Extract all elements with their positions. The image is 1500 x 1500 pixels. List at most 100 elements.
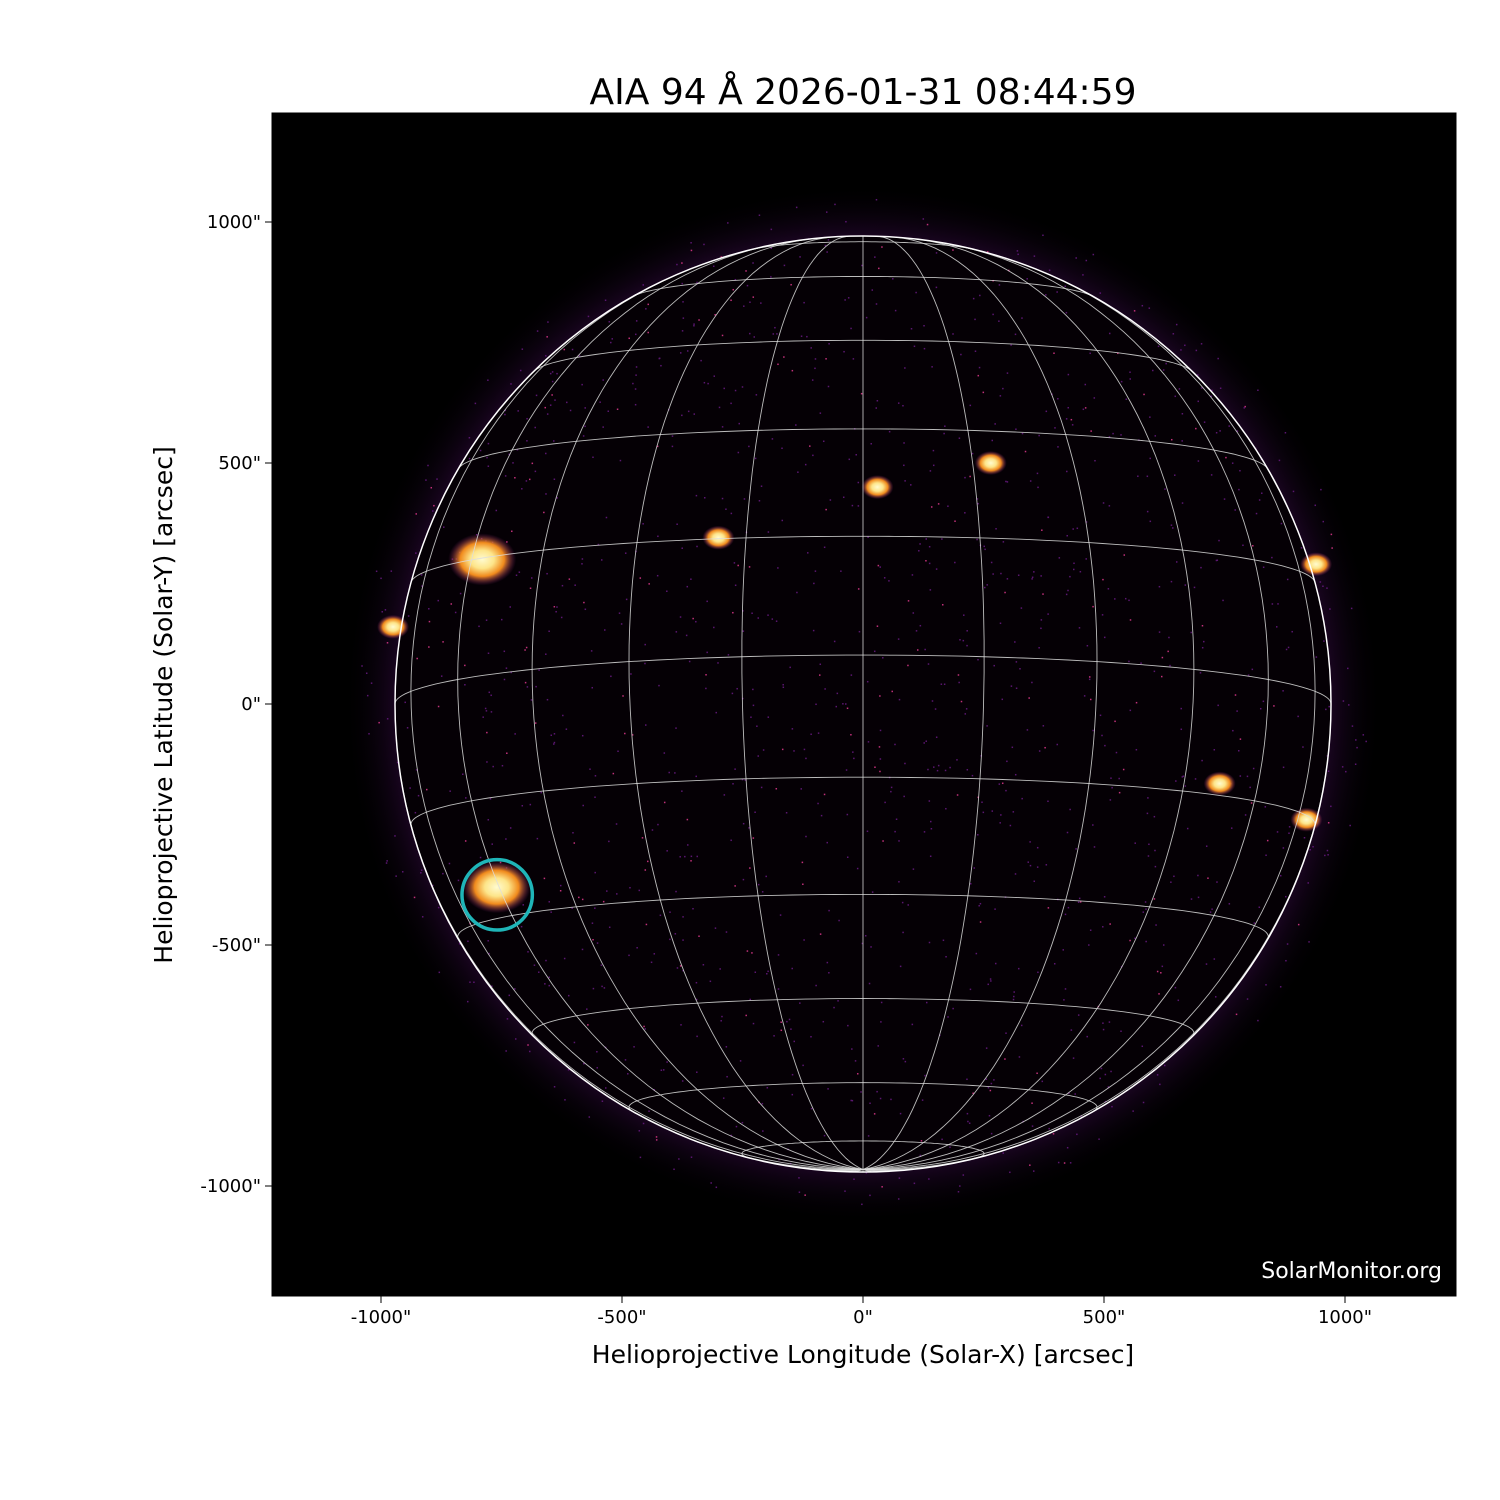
speckle-dot bbox=[1012, 998, 1015, 1001]
speckle-dot bbox=[990, 1132, 993, 1135]
speckle-dot bbox=[897, 402, 900, 404]
speckle-dot bbox=[861, 264, 863, 267]
speckle-dot bbox=[958, 437, 961, 439]
speckle-dot bbox=[545, 452, 547, 455]
speckle-dot bbox=[910, 328, 913, 330]
speckle-dot bbox=[876, 399, 879, 402]
speckle-dot bbox=[869, 1194, 871, 1197]
speckle-dot bbox=[994, 908, 996, 910]
speckle-dot bbox=[925, 740, 928, 742]
speckle-dot bbox=[627, 1073, 629, 1075]
speckle-dot bbox=[956, 759, 958, 761]
bright-region bbox=[448, 533, 517, 586]
speckle-dot bbox=[752, 688, 754, 691]
speckle-dot bbox=[991, 810, 994, 812]
speckle-dot bbox=[935, 286, 938, 289]
speckle-dot bbox=[748, 445, 750, 448]
speckle-dot bbox=[1042, 234, 1044, 237]
speckle-dot bbox=[1291, 630, 1293, 633]
speckle-dot bbox=[1017, 967, 1020, 970]
speckle-dot bbox=[865, 316, 868, 319]
speckle-dot bbox=[1088, 678, 1091, 681]
speckle-dot bbox=[625, 598, 628, 601]
speckle-dot bbox=[622, 695, 624, 697]
speckle-dot bbox=[1239, 738, 1242, 740]
speckle-dot bbox=[594, 796, 596, 798]
speckle-dot bbox=[734, 278, 737, 281]
speckle-dot bbox=[1079, 901, 1082, 903]
speckle-dot bbox=[944, 769, 947, 772]
speckle-dot bbox=[592, 938, 594, 941]
speckle-dot bbox=[1037, 971, 1039, 974]
speckle-dot bbox=[1161, 656, 1164, 659]
speckle-dot bbox=[420, 869, 423, 871]
speckle-dot bbox=[1282, 847, 1285, 849]
speckle-dot bbox=[681, 1080, 684, 1082]
speckle-dot bbox=[437, 599, 439, 602]
speckle-dot bbox=[1239, 469, 1241, 472]
speckle-dot bbox=[1111, 786, 1113, 789]
speckle-dot bbox=[937, 503, 940, 505]
speckle-dot bbox=[642, 523, 644, 525]
speckle-dot bbox=[864, 935, 867, 937]
speckle-dot bbox=[758, 500, 761, 502]
speckle-dot bbox=[587, 1024, 589, 1026]
speckle-dot bbox=[687, 410, 690, 413]
speckle-dot bbox=[1223, 498, 1226, 500]
speckle-dot bbox=[1093, 397, 1096, 399]
speckle-dot bbox=[1070, 1029, 1073, 1031]
speckle-dot bbox=[516, 448, 519, 451]
speckle-dot bbox=[648, 583, 650, 585]
speckle-dot bbox=[381, 611, 383, 613]
speckle-dot bbox=[977, 834, 979, 836]
speckle-dot bbox=[1146, 510, 1149, 513]
speckle-dot bbox=[1217, 357, 1219, 360]
speckle-dot bbox=[780, 1021, 782, 1023]
speckle-dot bbox=[526, 440, 528, 442]
speckle-dot bbox=[1279, 874, 1282, 877]
speckle-dot bbox=[545, 653, 547, 655]
speckle-dot bbox=[606, 890, 608, 892]
speckle-dot bbox=[591, 922, 594, 924]
speckle-dot bbox=[1331, 547, 1333, 549]
speckle-dot bbox=[945, 807, 947, 810]
speckle-dot bbox=[735, 1125, 738, 1128]
speckle-dot bbox=[1354, 763, 1357, 765]
speckle-dot bbox=[1122, 768, 1125, 771]
speckle-dot bbox=[1031, 1102, 1033, 1104]
speckle-dot bbox=[1327, 854, 1329, 856]
speckle-dot bbox=[1239, 775, 1242, 777]
speckle-dot bbox=[1098, 1138, 1100, 1140]
speckle-dot bbox=[449, 790, 451, 792]
speckle-dot bbox=[782, 683, 784, 686]
speckle-dot bbox=[544, 983, 546, 985]
speckle-dot bbox=[1158, 585, 1161, 588]
speckle-dot bbox=[812, 629, 815, 632]
speckle-dot bbox=[1038, 750, 1041, 752]
speckle-dot bbox=[1065, 311, 1068, 314]
speckle-dot bbox=[857, 505, 860, 507]
speckle-dot bbox=[1108, 505, 1111, 507]
speckle-dot bbox=[974, 318, 976, 321]
speckle-dot bbox=[584, 608, 587, 611]
speckle-dot bbox=[1216, 559, 1219, 561]
speckle-dot bbox=[745, 270, 747, 272]
speckle-dot bbox=[942, 939, 945, 942]
speckle-dot bbox=[525, 646, 528, 649]
speckle-dot bbox=[721, 1015, 723, 1018]
speckle-dot bbox=[540, 791, 543, 794]
speckle-dot bbox=[715, 1186, 718, 1189]
speckle-dot bbox=[897, 638, 900, 640]
speckle-dot bbox=[407, 615, 410, 617]
speckle-dot bbox=[486, 731, 488, 734]
x-tick-label: 0" bbox=[853, 1307, 873, 1328]
longitude-line bbox=[741, 236, 864, 1170]
speckle-dot bbox=[776, 333, 778, 335]
speckle-dot bbox=[1006, 372, 1009, 374]
speckle-dot bbox=[653, 953, 656, 955]
speckle-dot bbox=[850, 674, 853, 676]
speckle-dot bbox=[605, 1087, 607, 1089]
speckle-dot bbox=[592, 456, 594, 459]
speckle-dot bbox=[732, 611, 734, 614]
speckle-dot bbox=[487, 465, 490, 467]
